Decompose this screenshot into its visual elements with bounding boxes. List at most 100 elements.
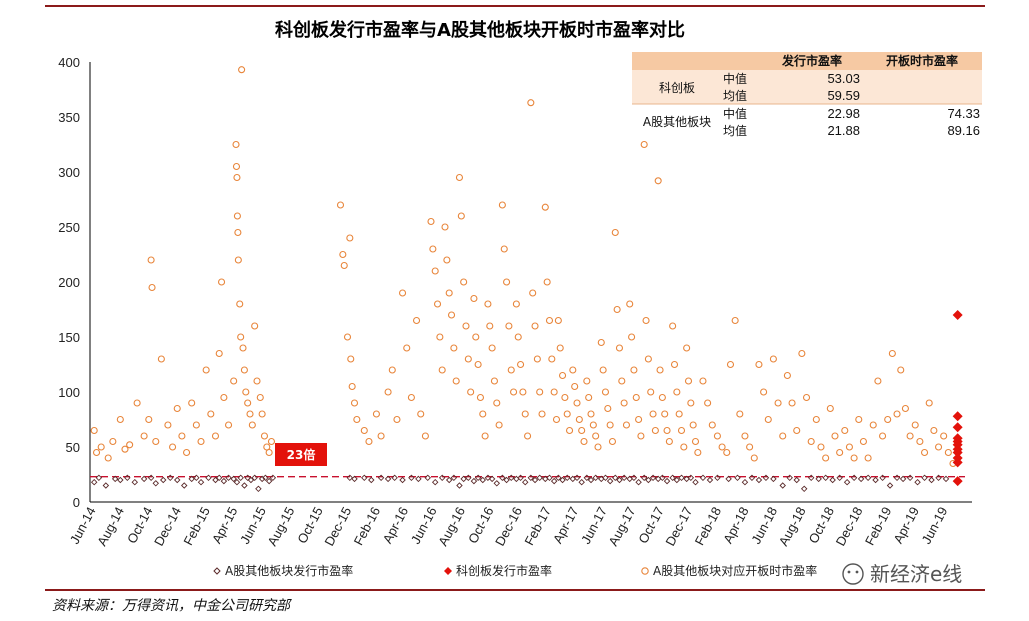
scatter-point-open-pe [920,448,929,457]
scatter-point-open-pe [476,393,485,402]
table-stat-label: 均值 [723,123,747,138]
scatter-point-other-issue-pe [807,474,815,482]
scatter-point-open-pe [531,322,539,330]
scatter-point-open-pe [145,415,153,424]
scatter-point-other-issue-pe [573,474,581,482]
scatter-point-other-issue-pe [124,474,131,482]
scatter-point-open-pe [116,415,124,424]
scatter-point-open-pe [258,410,266,418]
reference-badge-label: 23倍 [287,447,316,462]
scatter-point-other-issue-pe [479,476,487,484]
scatter-point-open-pe [407,393,415,402]
scatter-point-other-issue-pe [578,478,585,486]
scatter-point-open-pe [353,415,361,424]
scatter-point-other-issue-pe [465,474,472,482]
scatter-point-other-issue-pe [550,477,558,485]
table-header-open-pe: 开板时市盈率 [886,53,958,68]
scatter-point-other-issue-pe [770,475,777,483]
scatter-point-other-issue-pe [215,474,223,482]
scatter-point-open-pe [587,410,595,418]
scatter-point-other-issue-pe [872,476,879,484]
chart-title: 科创板发行市盈率与A股其他板块开板时市盈率对比 [275,19,685,41]
scatter-point-open-pe [704,399,712,407]
scatter-point-other-issue-pe [536,474,543,482]
scatter-point-open-pe [661,410,669,418]
scatter-point-open-pe [503,278,511,286]
scatter-point-other-issue-pe [102,482,110,489]
scatter-point-open-pe [202,366,210,374]
y-tick-label: 350 [58,110,80,125]
table-value: 89.16 [947,123,980,138]
table-header-bg [632,52,982,70]
scatter-point-other-issue-pe [741,478,749,486]
legend: A股其他板块发行市盈率 科创板发行市盈率 A股其他板块对应开板时市盈率 [213,563,817,578]
scatter-point-other-issue-pe [450,474,458,482]
x-tick-label: Feb-18 [692,504,725,547]
scatter-point-other-issue-pe [546,474,553,482]
scatter-point-open-pe [412,316,421,325]
x-tick-label: Aug-16 [435,504,468,548]
scatter-point-open-pe [604,404,612,413]
series-open-pe-circles [90,66,957,468]
scatter-point-open-pe [687,399,695,407]
scatter-point-open-pe [445,289,453,297]
y-tick-labels: 0 50 100 150 200 250 300 350 400 [58,55,80,510]
scatter-point-open-pe [543,278,551,286]
scatter-point-open-pe [750,454,758,462]
scatter-point-open-pe [552,415,561,424]
x-tick-label: Apr-18 [720,504,752,546]
scatter-point-open-pe [233,212,241,220]
x-tick-label: Feb-17 [521,504,554,547]
x-tick-label: Oct-16 [465,504,497,545]
y-tick-label: 300 [58,165,80,180]
scatter-point-open-pe [109,437,117,446]
scatter-point-open-pe [253,377,261,385]
scatter-point-open-pe [486,322,494,330]
scatter-point-other-issue-pe [800,485,808,493]
reference-badge-bg [275,443,327,466]
x-tick-label: Dec-15 [321,504,354,548]
scatter-point-open-pe [779,432,787,440]
table-stat-label: 均值 [723,88,747,103]
scatter-point-other-issue-pe [673,476,681,484]
scatter-point-open-pe [479,410,487,418]
scatter-point-open-pe [669,322,677,330]
scatter-point-open-pe [230,377,238,385]
x-tick-label: Apr-16 [380,504,412,546]
y-tick-label: 200 [58,275,80,290]
scatter-point-open-pe [457,212,465,220]
scatter-point-other-issue-pe [456,482,463,489]
scatter-point-open-pe [365,437,373,446]
scatter-point-open-pe [467,388,475,396]
legend-label-other-issue: A股其他板块发行市盈率 [225,563,353,578]
scatter-point-open-pe [640,140,648,149]
scatter-point-open-pe [443,256,451,264]
scatter-point-open-pe [637,432,645,440]
scatter-point-other-issue-pe [815,475,822,483]
y-tick-label: 50 [66,440,80,455]
scatter-point-open-pe [239,344,247,352]
scatter-point-other-issue-pe [399,476,406,484]
scatter-point-other-issue-pe [470,477,478,485]
scatter-point-other-issue-pe [942,475,950,483]
scatter-point-open-pe [622,421,631,429]
scatter-point-open-pe [236,300,244,308]
scatter-point-other-issue-pe [527,474,535,482]
scatter-point-other-issue-pe [793,476,800,484]
series-other-issue-pe-diamonds [90,474,950,493]
table-stat-label: 中值 [723,106,747,121]
summary-table: 发行市盈率 开板时市盈率 科创板 中值 53.03 均值 59.59 A股其他板… [632,52,982,140]
scatter-point-open-pe [599,366,607,374]
scatter-point-open-pe [608,437,617,446]
scatter-point-open-pe [372,410,380,418]
scatter-point-open-pe [452,377,460,385]
scatter-point-open-pe [578,426,586,435]
scatter-point-other-issue-pe [220,477,228,485]
scatter-point-open-pe [464,355,472,363]
scatter-point-open-pe [559,371,567,380]
scatter-point-other-issue-pe [431,478,439,486]
scatter-point-open-pe [793,426,801,435]
scatter-point-open-pe [807,437,815,446]
scatter-point-open-pe [618,377,626,385]
scatter-point-other-issue-pe [147,474,155,482]
